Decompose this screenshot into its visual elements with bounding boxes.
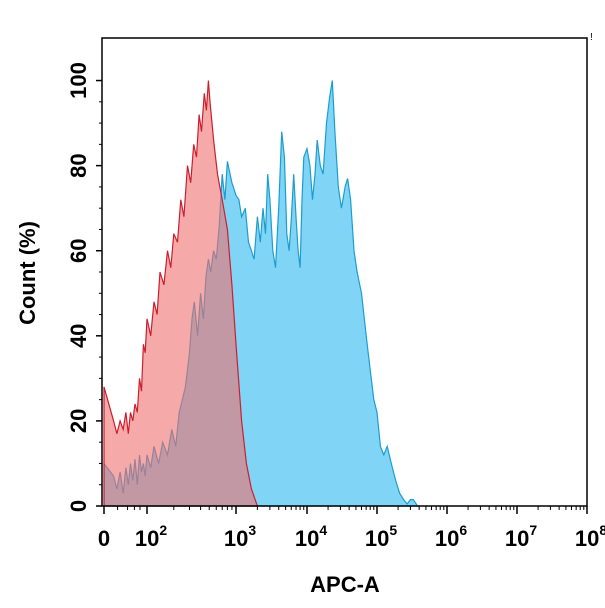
series-red-histogram (103, 80, 259, 507)
corner-mark: ! (590, 32, 593, 43)
x-tick-label: 0 (98, 526, 110, 551)
plot-area (103, 80, 419, 507)
x-tick-label: 108 (575, 522, 605, 551)
x-tick-label: 106 (435, 522, 467, 551)
y-tick-label: 40 (66, 324, 91, 348)
y-tick-label: 100 (66, 62, 91, 99)
y-axis-title: Count (%) (15, 221, 40, 325)
y-axis: 0 20 40 60 80 100 (66, 62, 102, 512)
x-tick-label: 102 (135, 522, 167, 551)
y-tick-label: 20 (66, 409, 91, 433)
y-tick-label: 0 (66, 500, 91, 512)
y-tick-label: 80 (66, 153, 91, 177)
x-tick-label: 105 (365, 522, 397, 551)
x-tick-label: 103 (224, 522, 256, 551)
y-tick-label: 60 (66, 238, 91, 262)
x-axis: 0 102 103 104 105 106 107 108 (98, 506, 605, 551)
x-axis-title: APC-A (310, 572, 380, 597)
x-tick-label: 104 (295, 522, 327, 551)
x-tick-label: 107 (505, 522, 537, 551)
